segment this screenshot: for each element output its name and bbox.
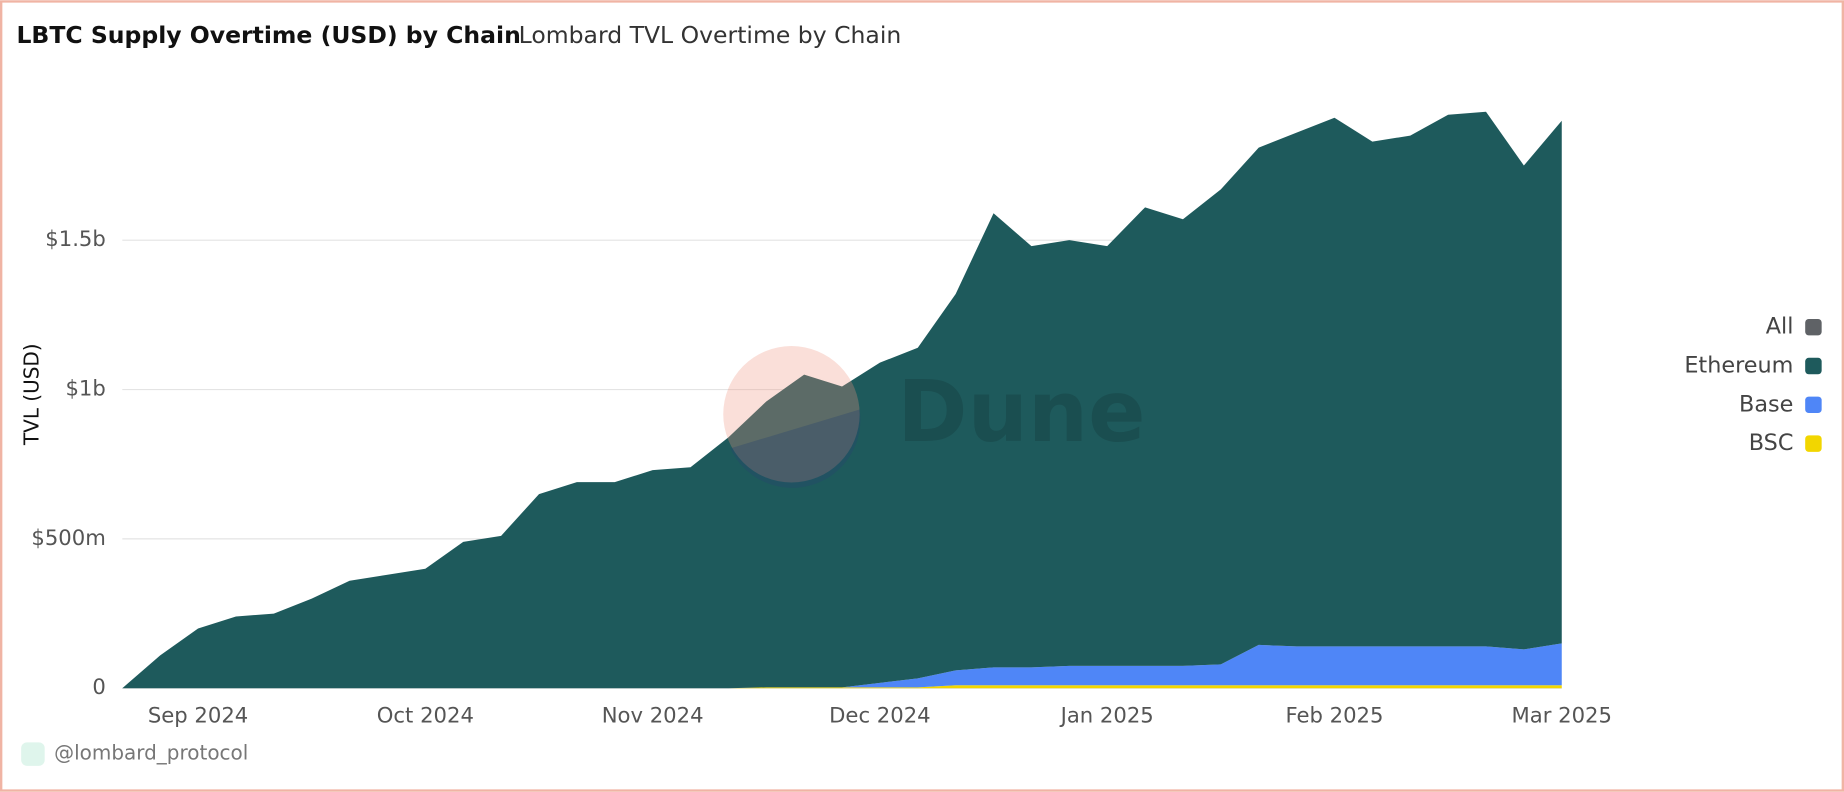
area xyxy=(122,685,1562,689)
area xyxy=(122,643,1562,689)
y-tick-label: $1b xyxy=(65,376,105,401)
legend-label: Base xyxy=(1739,391,1793,417)
y-axis-label: TVL (USD) xyxy=(19,343,43,446)
watermark-logo-shade xyxy=(730,409,861,488)
legend: All Ethereum Base BSC xyxy=(1684,314,1822,456)
legend-label: All xyxy=(1766,314,1794,340)
watermark-logo xyxy=(723,346,860,483)
watermark: Dune xyxy=(723,346,1146,488)
y-tick-label: $500m xyxy=(31,525,105,550)
x-tick-label: Oct 2024 xyxy=(377,702,474,727)
legend-swatch xyxy=(1805,396,1822,414)
legend-swatch xyxy=(1805,435,1822,452)
panel-tab[interactable]: Lombard TVL Overtime by Chain xyxy=(519,21,902,49)
y-tick-label: 0 xyxy=(92,674,105,699)
legend-label: Ethereum xyxy=(1684,353,1793,379)
legend-label: BSC xyxy=(1749,430,1794,456)
panel-title: LBTC Supply Overtime (USD) by Chain xyxy=(16,21,520,49)
legend-swatch xyxy=(1805,357,1822,375)
x-tick-label: Sep 2024 xyxy=(148,702,248,727)
x-axis: Sep 2024 Oct 2024 Nov 2024 Dec 2024 Jan 2025… xyxy=(148,702,1612,727)
legend-swatch xyxy=(1805,318,1822,336)
area xyxy=(122,111,1562,689)
y-tick-label: $1.5b xyxy=(45,226,106,251)
x-tick-label: Jan 2025 xyxy=(1059,702,1154,727)
x-tick-label: Dec 2024 xyxy=(829,702,931,727)
x-tick-label: Mar 2025 xyxy=(1512,702,1612,727)
plot-area xyxy=(122,111,1562,689)
x-tick-label: Nov 2024 xyxy=(602,702,704,727)
watermark-text: Dune xyxy=(897,362,1145,461)
author-avatar xyxy=(21,742,45,766)
x-tick-label: Feb 2025 xyxy=(1285,702,1383,727)
author[interactable]: @lombard_protocol xyxy=(54,741,248,765)
